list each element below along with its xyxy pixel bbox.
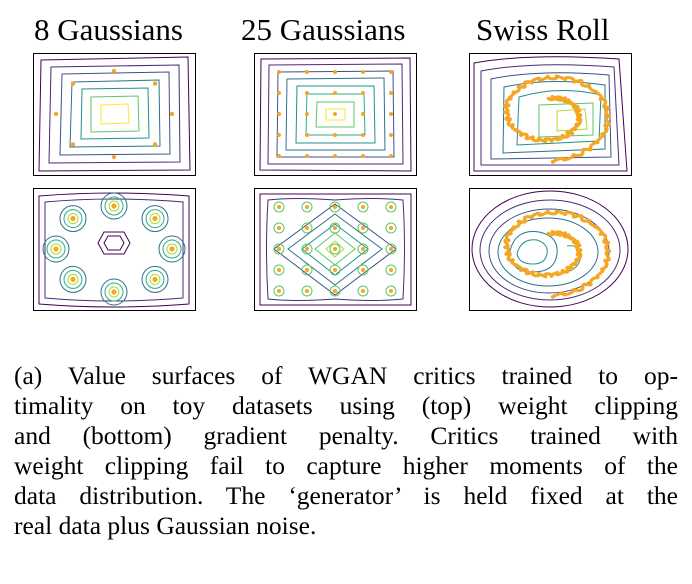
panel-swiss-roll-weight-clipping: [469, 53, 632, 176]
figure-caption: (a) Value surfaces of WGAN critics train…: [14, 361, 678, 541]
column-title-swiss-roll: Swiss Roll: [476, 12, 610, 47]
panel-25-gaussians-weight-clipping: [254, 53, 417, 176]
column-title-25-gaussians: 25 Gaussians: [241, 12, 406, 47]
panel-25-gaussians-gradient-penalty: [254, 188, 417, 311]
panel-8-gaussians-weight-clipping: [33, 53, 196, 176]
caption-line-2: timality on toy datasets using (top) wei…: [14, 391, 678, 420]
panel-8-gaussians-gradient-penalty: [33, 188, 196, 311]
caption-line-4: weight clipping fail to capture higher m…: [14, 451, 678, 480]
caption-line-3: and (bottom) gradient penalty. Critics t…: [14, 421, 678, 450]
caption-line-5: data distribution. The ‘generator’ is he…: [14, 481, 678, 510]
caption-line-6: real data plus Gaussian noise.: [14, 511, 317, 540]
column-title-8-gaussians: 8 Gaussians: [34, 12, 183, 47]
caption-line-1: (a) Value surfaces of WGAN critics train…: [14, 361, 678, 390]
panel-swiss-roll-gradient-penalty: [469, 188, 632, 311]
